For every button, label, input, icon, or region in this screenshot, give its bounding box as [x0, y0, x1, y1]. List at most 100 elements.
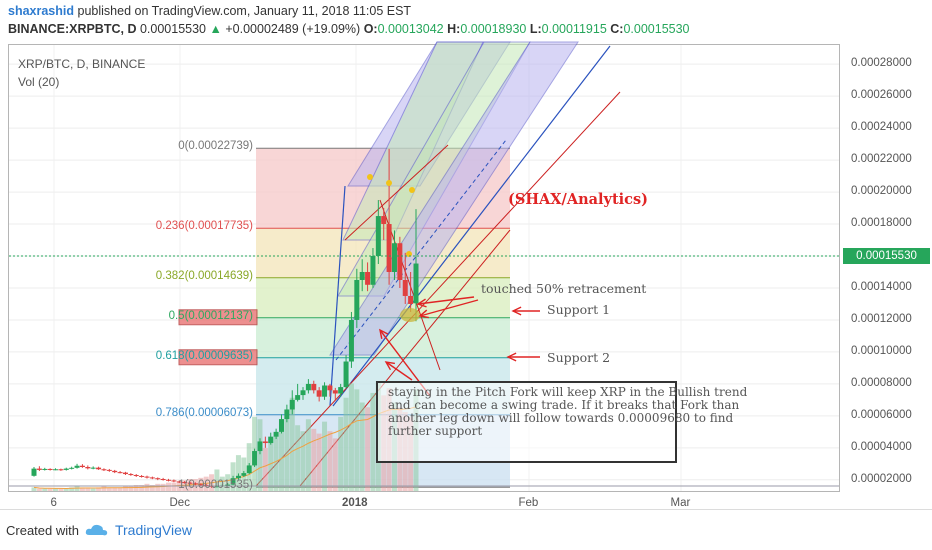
candle-body — [391, 243, 397, 272]
open-label: O: — [363, 22, 378, 36]
candle-body — [31, 468, 37, 476]
volume-bar — [359, 402, 365, 491]
candle-body — [322, 385, 328, 397]
volume-bar — [289, 397, 295, 491]
volume-bar — [235, 455, 241, 491]
annotation-arrow — [419, 299, 479, 317]
arrow-head-icon — [511, 306, 522, 316]
pitchfork-outer-line — [332, 45, 611, 407]
price-tick-label: 0.00014000 — [851, 280, 912, 293]
price-tick-label: 0.00022000 — [851, 153, 912, 166]
arrow-head-icon — [379, 328, 389, 339]
candle-body — [79, 465, 85, 468]
candle-body — [284, 409, 290, 420]
candle-body — [85, 467, 91, 469]
volume-bar — [47, 488, 53, 491]
volume-bar — [63, 488, 69, 491]
chart-pane[interactable] — [8, 44, 840, 492]
candle-body — [90, 467, 96, 469]
footer: Created with TradingView — [6, 522, 192, 538]
annotation-arrow — [417, 296, 475, 305]
candle-body — [365, 271, 371, 285]
volume-bar — [338, 416, 344, 491]
fib-highlight-box — [178, 309, 258, 326]
volume-bar — [149, 485, 155, 491]
volume-bar — [106, 487, 112, 491]
volume-bar — [327, 431, 333, 491]
volume-bar — [128, 486, 134, 491]
low-label: L: — [529, 22, 542, 36]
candle-body — [359, 271, 365, 280]
candle-body — [101, 469, 107, 471]
volume-bar — [112, 487, 118, 491]
high-label: H: — [447, 22, 461, 36]
candle-body — [241, 473, 247, 476]
candle-body — [278, 419, 284, 432]
price-chart[interactable] — [0, 0, 932, 510]
note-box[interactable] — [376, 381, 677, 463]
candle-body — [187, 482, 193, 484]
volume-bar — [262, 447, 268, 491]
volume-bar — [365, 407, 371, 491]
fib-highlight-box — [178, 349, 258, 366]
candle-body — [144, 476, 150, 478]
candle-body — [273, 431, 279, 437]
fib-level-label: 0.786(0.00006073) — [155, 406, 253, 419]
time-tick-label: Dec — [169, 497, 190, 509]
time-tick-label: Feb — [518, 497, 539, 509]
author-link[interactable]: shaxrashid — [8, 4, 75, 18]
volume-bar — [90, 488, 96, 491]
volume-bar — [311, 428, 317, 491]
candle-body — [246, 465, 252, 474]
volume-bar — [133, 485, 139, 491]
candle-body — [171, 480, 177, 482]
volume-bar — [322, 421, 328, 491]
ticker-label[interactable]: BINANCE:XRPBTC, D — [8, 22, 137, 36]
candle-body — [176, 481, 182, 483]
volume-bar — [58, 488, 64, 491]
candle-body — [354, 279, 360, 320]
candle-body — [397, 243, 403, 280]
volume-bar — [273, 436, 279, 491]
candle-body — [36, 468, 42, 470]
volume-bar — [370, 392, 376, 491]
candle-body — [316, 390, 322, 397]
candle-body — [300, 390, 306, 396]
publish-line: shaxrashid published on TradingView.com,… — [8, 4, 411, 18]
volume-bar — [139, 485, 145, 491]
arrow-head-icon — [416, 298, 427, 308]
candle-body — [198, 484, 204, 486]
volume-bar — [36, 488, 42, 491]
retracement-note: touched 50% retracement — [481, 281, 647, 296]
arrow-head-icon — [506, 352, 517, 362]
candle-body — [381, 216, 387, 225]
trend-line — [255, 91, 621, 487]
footer-divider — [0, 509, 932, 510]
candle-body — [112, 470, 118, 473]
price-tick-label: 0.00002000 — [851, 472, 912, 485]
candle-body — [348, 319, 354, 362]
price-tick-label: 0.00026000 — [851, 89, 912, 102]
candle-body — [203, 484, 209, 486]
candle-body — [252, 451, 258, 466]
candle-body — [53, 469, 59, 471]
candle-body — [408, 295, 414, 304]
candle-body — [182, 482, 188, 484]
price-tick-label: 0.00012000 — [851, 312, 912, 325]
volume-bar — [305, 419, 311, 491]
candle-body — [413, 263, 419, 304]
tradingview-link[interactable]: TradingView — [114, 522, 193, 538]
annotation-arrow — [385, 361, 413, 381]
volume-bar — [268, 438, 274, 491]
volume-bar — [332, 438, 338, 491]
candle-body — [311, 383, 317, 391]
candle-body — [155, 478, 161, 480]
volume-bar — [79, 487, 85, 491]
pitchfork-median-line — [335, 139, 507, 361]
candle-body — [128, 474, 134, 476]
candle-body — [338, 387, 344, 394]
volume-bar — [96, 487, 102, 491]
volume-bar — [257, 419, 263, 491]
candle-body — [235, 475, 241, 479]
last-price: 0.00015530 — [139, 22, 207, 36]
